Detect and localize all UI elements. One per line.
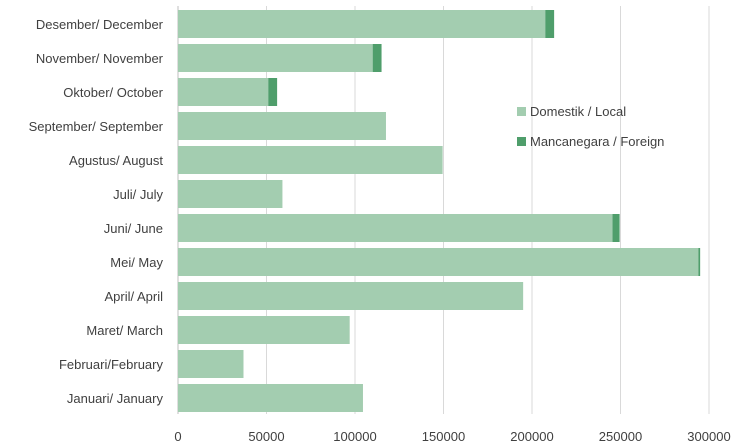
x-tick-label: 0 [174,429,181,444]
bar-segment [268,78,278,106]
x-axis-tick-labels: 0 50000 100000 150000 200000 250000 300000 [174,429,730,444]
legend-swatch [517,137,526,146]
bar-segment [178,146,443,174]
category-label: Juni/ June [104,221,163,236]
category-label: April/ April [104,289,163,304]
bar-segment [178,180,283,208]
bar-segment [178,44,373,72]
bar-segment [545,10,555,38]
legend-label: Domestik / Local [530,104,626,119]
category-label: Desember/ December [36,17,164,32]
x-tick-label: 100000 [333,429,376,444]
category-label: Mei/ May [110,255,163,270]
bar-segment [178,248,699,276]
bar-segment [178,112,386,140]
bar-segment [372,44,382,72]
x-tick-label: 150000 [422,429,465,444]
bar-segment [178,384,363,412]
x-tick-label: 250000 [599,429,642,444]
category-label: Juli/ July [113,187,163,202]
legend: Domestik / Local Mancanegara / Foreign [517,104,664,149]
bar-segment [178,214,613,242]
x-tick-label: 200000 [510,429,553,444]
bar-segment [612,214,620,242]
bar-segment [178,78,269,106]
category-label: November/ November [36,51,164,66]
bars [178,10,701,412]
legend-swatch [517,107,526,116]
category-label: Oktober/ October [63,85,163,100]
gridlines [177,6,710,414]
bar-segment [178,350,244,378]
x-tick-label: 300000 [687,429,730,444]
category-label: Agustus/ August [69,153,163,168]
bar-segment [698,248,701,276]
category-label: Januari/ January [67,391,164,406]
bar-segment [178,10,546,38]
bar-segment [178,316,350,344]
category-label: Maret/ March [86,323,163,338]
bar-segment [178,282,524,310]
category-labels: Desember/ December November/ November Okto… [29,17,164,406]
category-label: Februari/February [59,357,164,372]
category-label: September/ September [29,119,164,134]
x-tick-label: 50000 [248,429,284,444]
legend-label: Mancanegara / Foreign [530,134,664,149]
